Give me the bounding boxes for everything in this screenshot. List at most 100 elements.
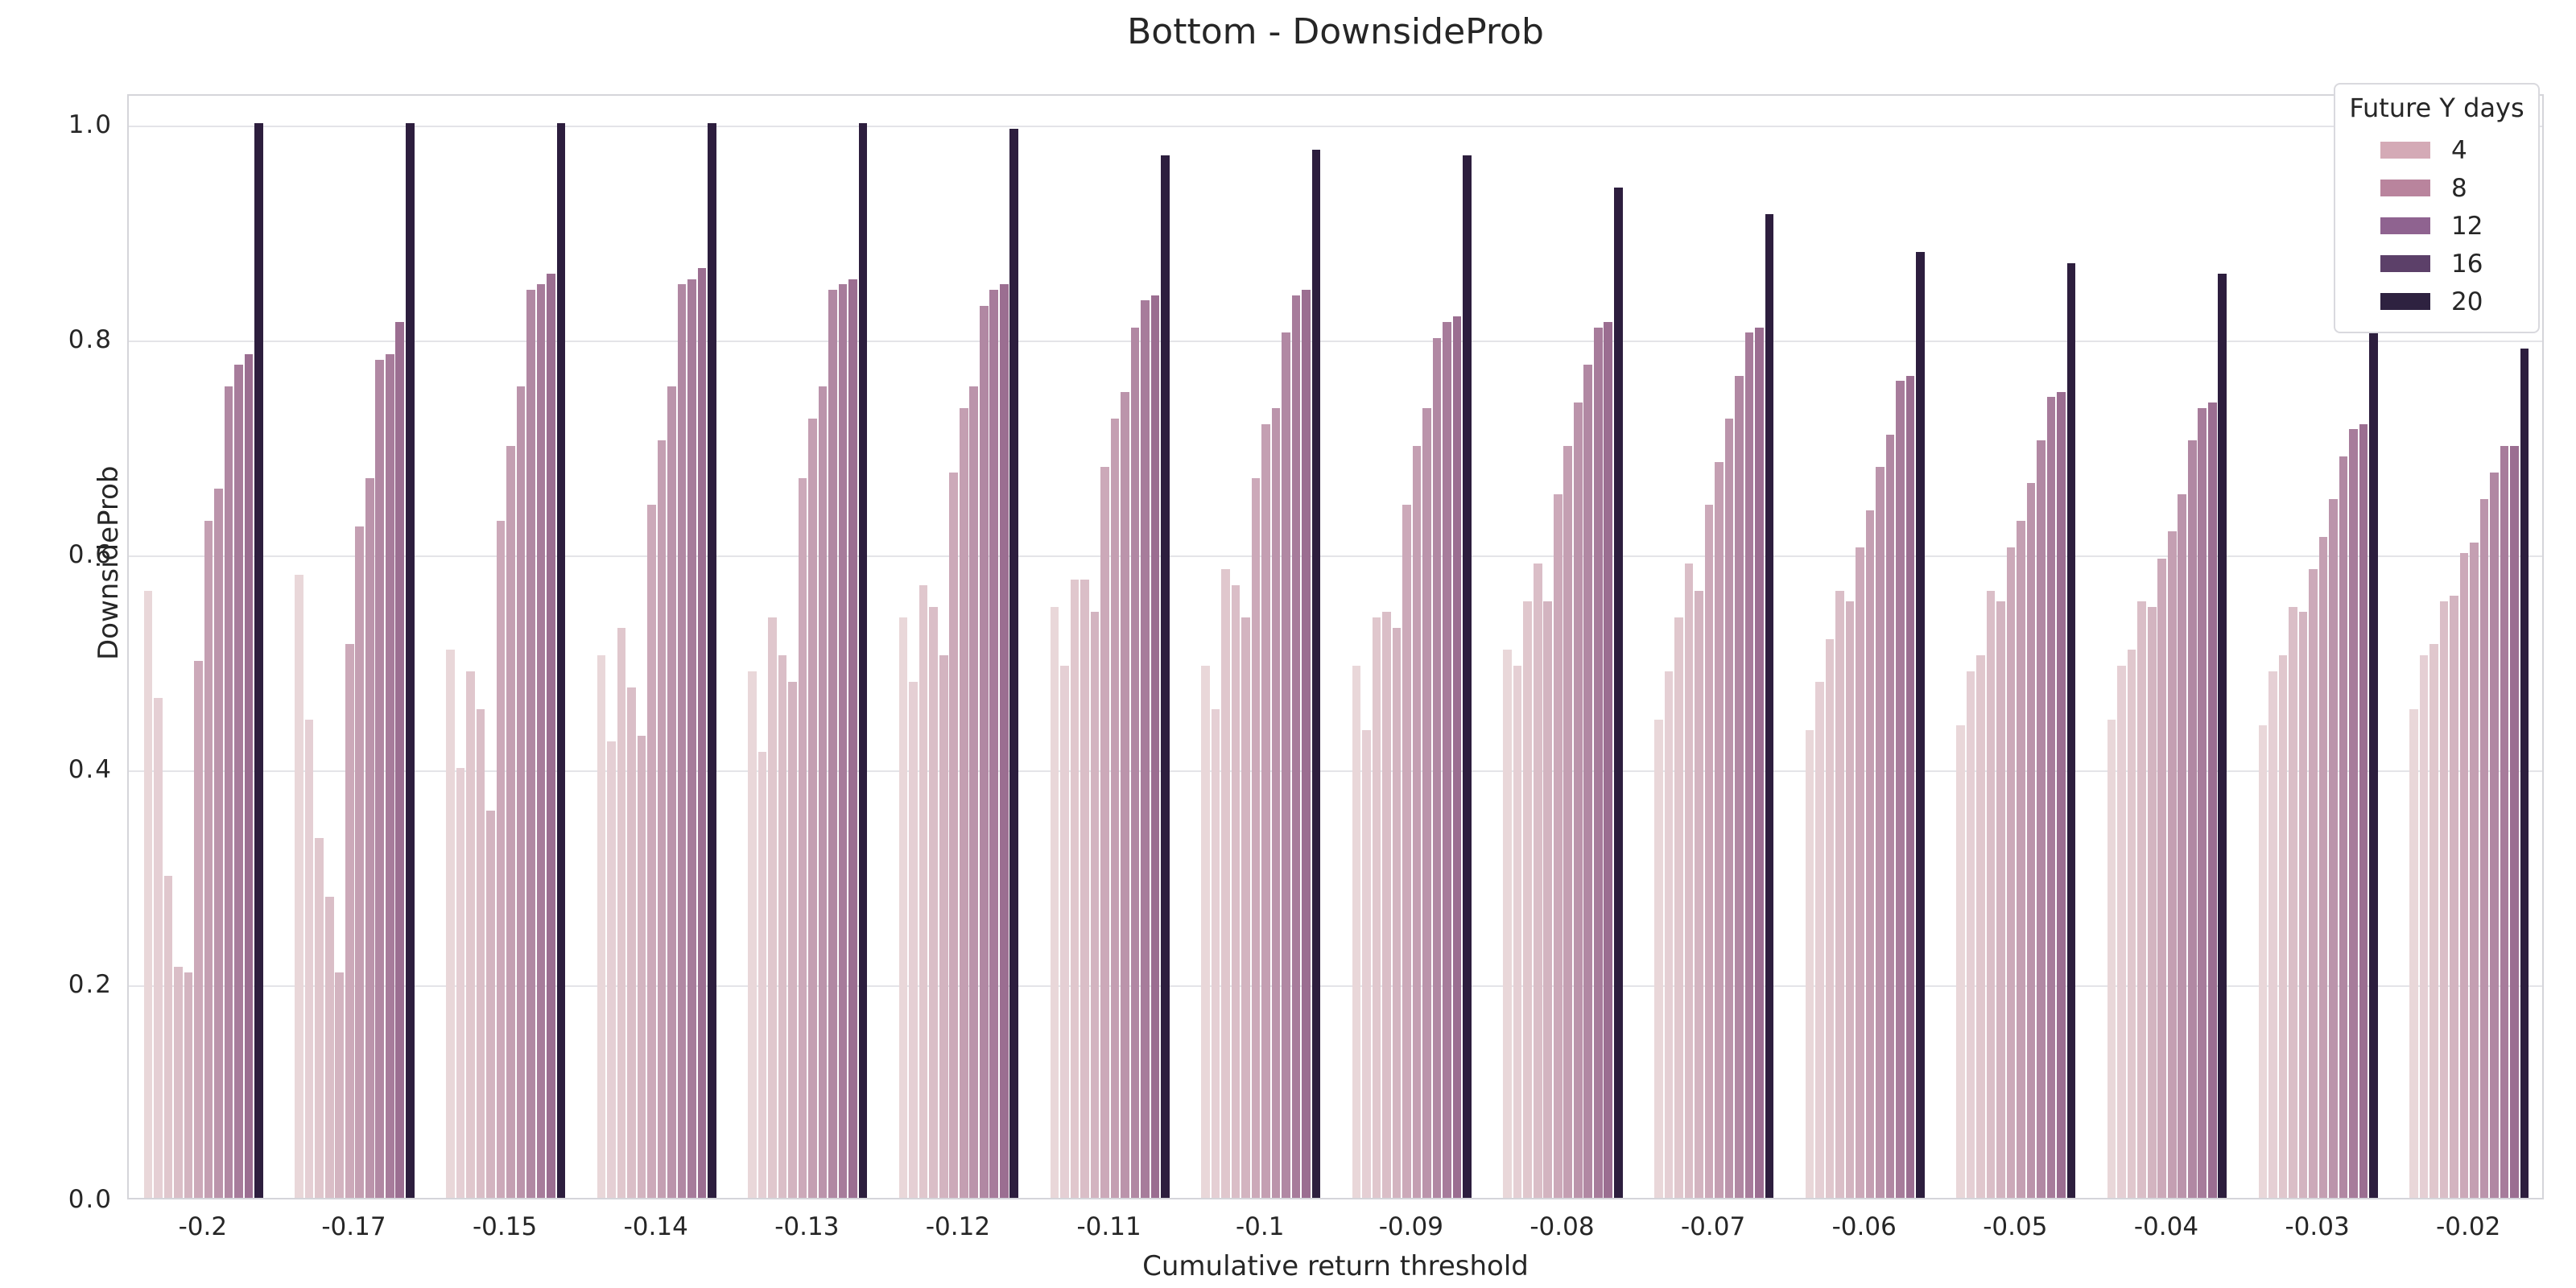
bar--0.05-h4 (1986, 590, 1996, 1198)
bar--0.04-h7 (2167, 531, 2177, 1198)
bar--0.12-h6 (949, 472, 959, 1198)
bar--0.2-h4 (174, 966, 183, 1198)
bar--0.1-h12 (1311, 150, 1321, 1198)
bar--0.07-h9 (1735, 375, 1744, 1198)
bar--0.11-h10 (1141, 300, 1150, 1198)
x-tick--0.12: -0.12 (925, 1212, 991, 1241)
x-tick--0.07: -0.07 (1680, 1212, 1746, 1241)
bar--0.13-h8 (818, 386, 828, 1198)
bar--0.14-h6 (647, 504, 656, 1198)
bar--0.05-h10 (2046, 397, 2056, 1198)
bar--0.03-h12 (2369, 321, 2378, 1198)
bar--0.14-h2 (607, 741, 616, 1198)
bar--0.2-h12 (254, 123, 263, 1198)
bar--0.07-h8 (1724, 419, 1734, 1198)
bar--0.08-h12 (1613, 188, 1623, 1198)
bar--0.04-h9 (2187, 440, 2197, 1198)
bar--0.1-h4 (1231, 585, 1241, 1198)
bar--0.1-h3 (1221, 569, 1230, 1198)
legend: Future Y days 4 8 12 16 20 (2334, 83, 2540, 333)
bar--0.04-h2 (2117, 666, 2126, 1198)
bar--0.08-h6 (1553, 493, 1563, 1198)
bar--0.14-h5 (637, 735, 646, 1198)
x-tick--0.15: -0.15 (472, 1212, 538, 1241)
bar--0.09-h7 (1412, 445, 1422, 1198)
bar--0.1-h11 (1302, 289, 1311, 1198)
x-tick--0.05: -0.05 (1983, 1212, 2048, 1241)
x-tick--0.09: -0.09 (1378, 1212, 1443, 1241)
bar--0.08-h9 (1583, 365, 1593, 1198)
bar--0.13-h2 (758, 751, 767, 1198)
bar--0.02-h11 (2510, 445, 2519, 1198)
bar--0.07-h1 (1654, 719, 1663, 1198)
legend-entry-4: 4 (2335, 131, 2538, 169)
bar--0.05-h7 (2017, 520, 2025, 1198)
plot-area (127, 94, 2544, 1199)
bar--0.06-h11 (1905, 375, 1915, 1198)
bar--0.12-h9 (979, 305, 989, 1198)
bar--0.06-h3 (1825, 638, 1835, 1198)
bar--0.06-h7 (1865, 510, 1875, 1198)
bar--0.13-h5 (788, 682, 797, 1198)
legend-swatch-16 (2380, 255, 2430, 272)
bar--0.03-h2 (2268, 671, 2277, 1198)
bar--0.02-h7 (2470, 542, 2479, 1198)
bar--0.11-h11 (1150, 295, 1160, 1198)
bar--0.07-h4 (1684, 564, 1694, 1198)
bar--0.04-h4 (2137, 601, 2146, 1198)
x-tick--0.03: -0.03 (2285, 1212, 2350, 1241)
bar--0.15-h3 (466, 671, 475, 1198)
bar--0.17-h4 (324, 897, 334, 1198)
bar--0.06-h9 (1885, 435, 1895, 1198)
bar--0.17-h6 (345, 644, 354, 1198)
bar--0.11-h12 (1161, 155, 1170, 1198)
y-tick-0.4: 0.4 (68, 755, 113, 784)
bar--0.2-h3 (163, 875, 173, 1198)
bar--0.14-h1 (597, 654, 606, 1198)
legend-swatch-12 (2380, 217, 2430, 234)
bar--0.14-h12 (708, 123, 716, 1198)
bar--0.17-h7 (355, 526, 365, 1198)
legend-entry-8: 8 (2335, 169, 2538, 207)
x-tick--0.14: -0.14 (623, 1212, 688, 1241)
bar--0.05-h12 (2066, 262, 2076, 1198)
bar--0.12-h5 (939, 654, 948, 1198)
bar--0.11-h3 (1070, 580, 1080, 1198)
gridline-y-0.4 (129, 770, 2542, 772)
bar--0.15-h11 (547, 273, 555, 1198)
bar--0.2-h8 (214, 488, 223, 1198)
bar--0.08-h3 (1523, 601, 1532, 1198)
bar--0.03-h7 (2318, 536, 2328, 1198)
legend-entry-20: 20 (2335, 283, 2538, 320)
bar--0.13-h10 (838, 284, 848, 1198)
bar--0.15-h1 (446, 650, 455, 1198)
x-tick--0.11: -0.11 (1076, 1212, 1141, 1241)
bar--0.13-h3 (768, 617, 777, 1198)
bar--0.15-h6 (496, 520, 506, 1198)
legend-title: Future Y days (2349, 93, 2524, 123)
bar--0.11-h1 (1050, 606, 1059, 1198)
bar--0.17-h12 (405, 123, 415, 1198)
x-tick--0.08: -0.08 (1530, 1212, 1595, 1241)
bar--0.13-h9 (828, 289, 837, 1198)
bar--0.13-h4 (778, 654, 787, 1198)
bar--0.2-h11 (244, 354, 254, 1198)
legend-entry-16: 16 (2335, 245, 2538, 283)
bar--0.09-h6 (1402, 504, 1411, 1198)
legend-label-16: 16 (2451, 249, 2483, 279)
bar--0.08-h11 (1604, 321, 1613, 1198)
bar--0.1-h1 (1201, 666, 1210, 1198)
bar--0.09-h3 (1372, 617, 1381, 1198)
bar--0.02-h9 (2490, 472, 2499, 1198)
bar--0.15-h12 (556, 123, 566, 1198)
bar--0.17-h8 (365, 477, 374, 1198)
bar--0.11-h7 (1110, 419, 1120, 1198)
legend-rows: 4 8 12 16 20 (2335, 131, 2538, 320)
bar--0.2-h10 (234, 365, 243, 1198)
bar--0.17-h2 (304, 719, 314, 1198)
bar--0.09-h5 (1392, 628, 1402, 1198)
bar--0.03-h11 (2359, 423, 2368, 1198)
bar--0.05-h8 (2026, 483, 2036, 1198)
bar--0.2-h6 (194, 660, 203, 1198)
